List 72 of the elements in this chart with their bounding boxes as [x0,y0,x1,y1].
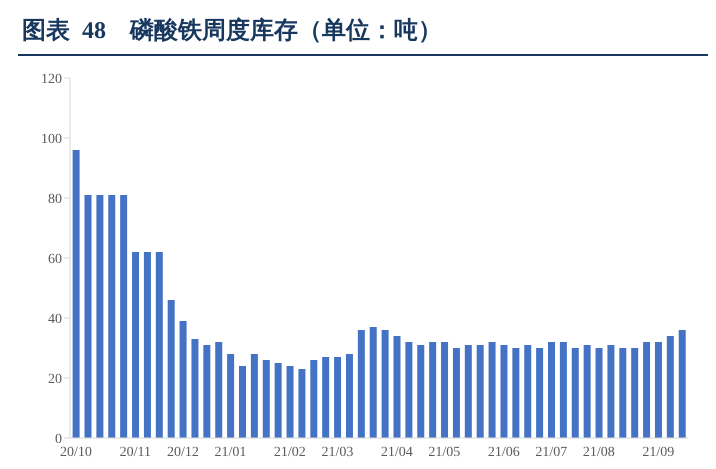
x-tick-label: 21/07 [535,444,568,460]
bar [168,300,175,438]
x-tick-label: 20/10 [60,444,92,460]
bar [548,342,555,438]
y-tick-label: 40 [48,312,62,327]
bar [441,342,448,438]
bar [476,345,484,438]
bar [405,342,412,438]
x-tick-label: 21/04 [380,444,413,460]
bar [180,321,187,438]
bar [464,345,472,438]
bar [370,327,377,438]
bar [108,195,116,438]
bar [560,342,567,438]
y-tick-label: 0 [55,432,62,447]
bar [572,348,579,438]
x-tick-label: 20/12 [166,444,199,460]
bar [191,339,198,438]
bar [394,336,400,438]
bar [239,366,246,438]
x-tick-label: 21/06 [488,444,520,460]
bar [203,345,210,438]
x-tick-label: 20/11 [120,444,152,460]
bar [607,345,614,438]
bar [250,354,258,438]
bar [382,330,389,438]
bar [262,360,270,438]
bar [286,366,294,438]
bar [310,360,318,438]
bar [524,345,532,438]
y-tick-label: 80 [48,192,62,207]
x-tick-label: 21/08 [582,444,615,460]
bar [619,348,626,438]
bar [536,348,544,438]
bar [322,357,330,438]
y-tick-label: 20 [48,372,62,387]
y-tick-label: 60 [48,252,62,267]
bar [84,195,92,438]
bar [678,330,686,438]
bar [120,195,128,438]
bar [429,342,436,438]
x-tick-label: 21/09 [642,444,674,460]
bar [227,354,234,438]
bar [334,357,342,438]
y-tick-label: 120 [41,72,62,87]
bar [512,348,520,438]
bar [500,345,508,438]
bar [298,369,306,438]
bar [156,252,163,438]
chart-title: 图表 48 磷酸铁周度库存（单位：吨） [21,16,443,46]
bar [346,354,353,438]
bar [654,342,662,438]
bar [488,342,496,438]
x-tick-label: 21/01 [214,444,246,460]
y-tick-label: 100 [41,132,62,147]
x-tick-label: 21/03 [321,444,354,460]
bar [96,195,104,438]
bar [666,336,674,438]
bar [631,348,638,438]
bar [596,348,603,438]
x-tick-label: 21/05 [428,444,460,460]
bar [274,363,282,438]
bar [132,252,140,438]
x-tick-label: 21/02 [274,444,306,460]
bar [358,330,365,438]
bar [144,252,151,438]
bar [584,345,591,438]
bar [643,342,650,438]
bar [452,348,460,438]
bar [72,150,80,438]
bar [215,342,222,438]
bar [417,345,424,438]
